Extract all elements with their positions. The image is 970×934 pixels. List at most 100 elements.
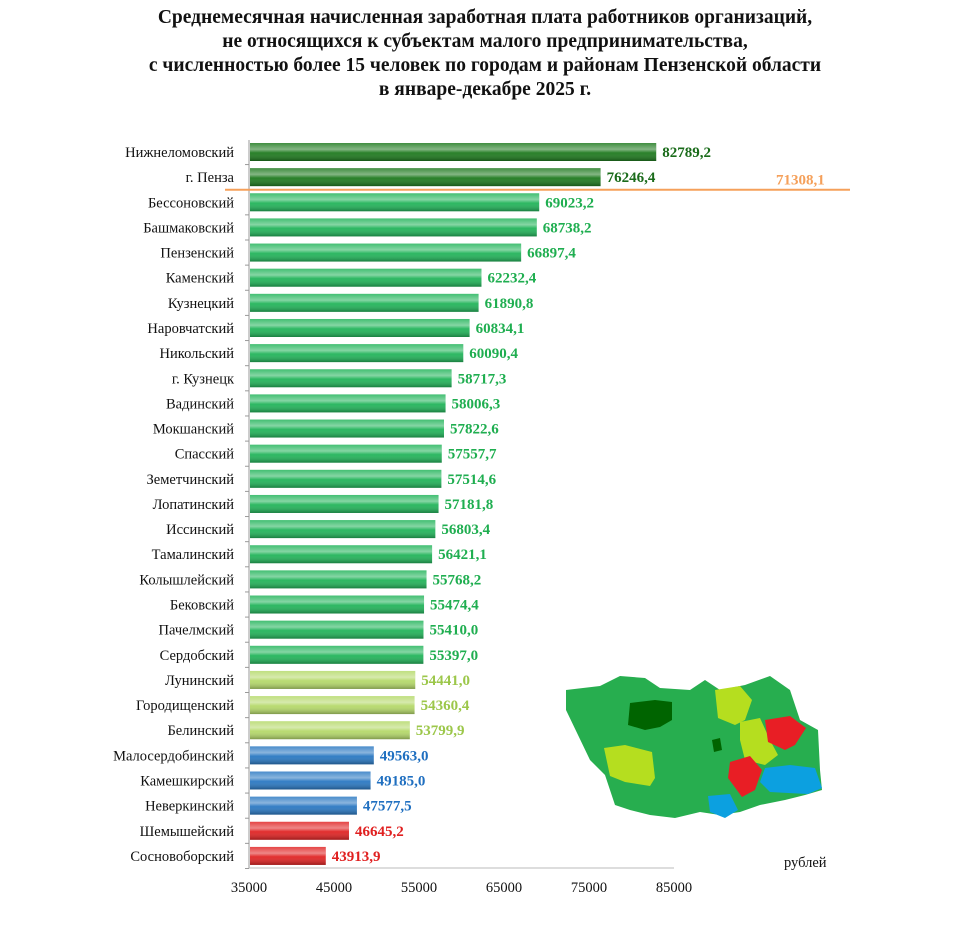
map-region-lime-2 [740, 718, 778, 765]
value-label: 57514,6 [447, 472, 496, 488]
value-label: 46645,2 [355, 824, 404, 840]
value-label: 76246,4 [607, 170, 656, 186]
value-label: 54360,4 [421, 698, 470, 714]
value-label: 61890,8 [485, 296, 534, 312]
category-label: Неверкинский [145, 799, 234, 815]
bar-shine [250, 821, 349, 840]
category-label: Земетчинский [147, 472, 235, 488]
category-label: Спасский [175, 447, 235, 463]
value-label: 68738,2 [543, 220, 592, 236]
category-label: Иссинский [166, 522, 234, 538]
value-label: 55397,0 [429, 648, 478, 664]
bar-shine [250, 746, 374, 765]
bar-shine [250, 645, 424, 664]
x-tick-label: 55000 [401, 880, 437, 896]
map-region-lime-3 [604, 745, 655, 786]
bar-shine [250, 696, 415, 715]
bar-shine [250, 344, 464, 363]
category-label: Камешкирский [140, 774, 234, 790]
title-line-3: с численностью более 15 человек по город… [148, 55, 822, 76]
x-tick-label: 75000 [571, 880, 607, 896]
title-line-1: Среднемесячная начисленная заработная пл… [157, 7, 813, 28]
category-label: г. Пенза [186, 170, 235, 186]
value-label: 56421,1 [438, 547, 487, 563]
bar-shine [250, 494, 439, 513]
category-label: Городищенский [136, 698, 234, 714]
category-label: Кузнецкий [168, 296, 234, 312]
bar-shine [250, 243, 522, 262]
map-region-darkgreen-small [712, 738, 722, 752]
map-region-red-1 [765, 716, 806, 750]
category-label: Бековский [170, 598, 234, 614]
category-label: Лопатинский [153, 497, 235, 513]
bar-shine [250, 520, 436, 539]
value-label: 82789,2 [662, 145, 711, 161]
bar-shine [250, 570, 427, 589]
bar-shine [250, 620, 424, 639]
bar-shine [250, 444, 442, 463]
bar-shine [250, 771, 371, 790]
value-label: 47577,5 [363, 799, 412, 815]
bar-shine [250, 721, 410, 740]
value-label: 57822,6 [450, 422, 499, 438]
bar-shine [250, 369, 452, 388]
category-label: Сердобский [160, 648, 235, 664]
bar-shine [250, 218, 537, 237]
x-tick-label: 85000 [656, 880, 692, 896]
x-tick-label: 45000 [316, 880, 352, 896]
unit-label: рублей [784, 855, 827, 871]
bar-shine [250, 595, 425, 614]
category-label: Никольский [160, 346, 235, 362]
map-region-blue-2 [708, 794, 738, 818]
bar-shine [250, 419, 444, 438]
bar-shine [250, 318, 470, 337]
category-label: Наровчатский [147, 321, 234, 337]
bar-shine [250, 670, 416, 689]
value-label: 49185,0 [377, 774, 426, 790]
value-label: 43913,9 [332, 849, 381, 865]
value-label: 53799,9 [416, 723, 465, 739]
average-label: 71308,1 [776, 173, 825, 189]
value-label: 49563,0 [380, 748, 429, 764]
category-label: Каменский [166, 271, 235, 287]
region-map [566, 676, 822, 818]
bar-shine [250, 796, 357, 815]
bar-shine [250, 394, 446, 413]
category-label: Лунинский [165, 673, 234, 689]
value-label: 69023,2 [545, 195, 594, 211]
value-label: 54441,0 [421, 673, 470, 689]
bar-shine [250, 143, 657, 161]
category-label: г. Кузнецк [172, 371, 235, 387]
category-label: Белинский [167, 723, 234, 739]
map-region-lime-1 [715, 686, 752, 725]
category-label: Нижнеломовский [125, 145, 234, 161]
chart-title: Среднемесячная начисленная заработная пл… [0, 6, 970, 102]
x-tick-label: 65000 [486, 880, 522, 896]
category-label: Тамалинский [152, 547, 235, 563]
value-label: 66897,4 [527, 246, 576, 262]
category-label: Малосердобинский [113, 748, 234, 764]
bar-shine [250, 193, 540, 212]
category-label: Сосновоборский [130, 849, 234, 865]
value-label: 60834,1 [476, 321, 525, 337]
value-label: 56803,4 [441, 522, 490, 538]
map-region-blue-1 [760, 765, 822, 794]
title-line-2: не относящихся к субъектам малого предпр… [222, 31, 748, 52]
bar-shine [250, 168, 601, 187]
category-label: Башмаковский [143, 220, 234, 236]
category-label: Пензенский [160, 246, 234, 262]
value-label: 57557,7 [448, 447, 497, 463]
bar-shine [250, 469, 442, 488]
value-label: 60090,4 [469, 346, 518, 362]
category-label: Бессоновский [148, 195, 234, 211]
value-label: 55474,4 [430, 598, 479, 614]
x-tick-label: 35000 [231, 880, 267, 896]
bar-shine [250, 293, 479, 312]
value-label: 55768,2 [433, 572, 482, 588]
map-region-red-2 [728, 756, 762, 797]
title-line-4: в январе-декабре 2025 г. [378, 79, 592, 100]
value-label: 62232,4 [487, 271, 536, 287]
category-label: Колышлейский [139, 572, 234, 588]
value-label: 58006,3 [452, 396, 501, 412]
